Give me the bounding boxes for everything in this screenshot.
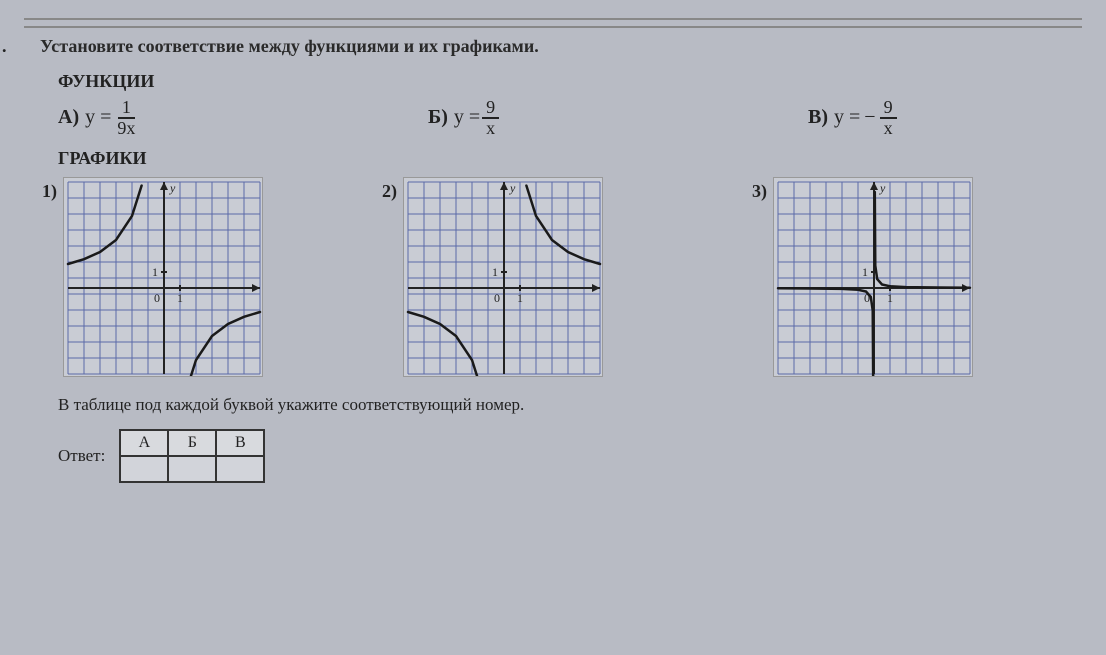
answer-cell-c[interactable]: [216, 456, 264, 482]
function-a: А) y = 1 9x: [58, 98, 428, 138]
graphs-label: ГРАФИКИ: [58, 148, 1082, 169]
graph-block-3: 3) y011: [752, 177, 973, 377]
answer-table: А Б В: [119, 429, 265, 483]
graphs-row: 1) y 0 1 1 2) y 0 1 1 3) y 0 1 1: [42, 177, 1082, 377]
top-rule: [24, 18, 1082, 20]
answer-input-row: [120, 456, 264, 482]
frac-den-b: x: [482, 119, 499, 138]
fraction-b: 9 x: [482, 98, 499, 138]
frac-den-c: x: [880, 119, 897, 138]
function-b: Б) y = 9 x: [428, 98, 808, 138]
func-letter-b: Б): [428, 106, 448, 129]
func-prefix-a: y =: [85, 106, 111, 129]
answer-header-a: А: [120, 430, 168, 456]
task-title: Установите соответствие между функциями …: [40, 36, 1082, 57]
func-prefix-c: y =: [834, 106, 860, 129]
svg-text:y: y: [169, 181, 176, 195]
svg-text:1: 1: [152, 265, 158, 279]
graph-number-2: 2): [382, 181, 397, 202]
task-bullet: .: [2, 36, 7, 57]
fraction-c: 9 x: [880, 98, 897, 138]
function-c: В) y = − 9 x: [808, 98, 899, 138]
svg-text:1: 1: [887, 291, 893, 305]
graph-number-1: 1): [42, 181, 57, 202]
answer-header-b: Б: [168, 430, 216, 456]
graph-block-2: 2) y 0 1 1: [382, 177, 752, 377]
graph-svg-3: y011: [773, 177, 973, 377]
svg-text:1: 1: [862, 265, 868, 279]
graph-number-3: 3): [752, 181, 767, 202]
frac-num-b: 9: [482, 98, 499, 119]
functions-row: А) y = 1 9x Б) y = 9 x В) y = − 9 x: [58, 98, 1082, 138]
svg-text:1: 1: [492, 265, 498, 279]
answer-header-row: А Б В: [120, 430, 264, 456]
answer-cell-b[interactable]: [168, 456, 216, 482]
instruction-text: В таблице под каждой буквой укажите соот…: [58, 395, 1082, 415]
frac-num-a: 1: [118, 98, 135, 119]
func-prefix-b: y =: [454, 106, 480, 129]
graph-svg-1: y 0 1 1: [63, 177, 263, 377]
svg-text:1: 1: [177, 291, 183, 305]
func-sign-c: −: [864, 106, 875, 129]
functions-label: ФУНКЦИИ: [58, 71, 1082, 92]
graph-block-1: 1) y 0 1 1: [42, 177, 382, 377]
fraction-a: 1 9x: [113, 98, 139, 138]
top-rule-2: [24, 26, 1082, 28]
svg-text:0: 0: [154, 291, 160, 305]
svg-text:1: 1: [517, 291, 523, 305]
svg-text:y: y: [509, 181, 516, 195]
answer-header-c: В: [216, 430, 264, 456]
answer-cell-a[interactable]: [120, 456, 168, 482]
answer-row: Ответ: А Б В: [58, 429, 1082, 483]
svg-text:y: y: [879, 181, 886, 195]
func-letter-a: А): [58, 106, 79, 129]
frac-den-a: 9x: [113, 119, 139, 138]
func-letter-c: В): [808, 106, 828, 129]
frac-num-c: 9: [880, 98, 897, 119]
graph-svg-2: y 0 1 1: [403, 177, 603, 377]
svg-text:0: 0: [494, 291, 500, 305]
answer-label: Ответ:: [58, 446, 105, 466]
